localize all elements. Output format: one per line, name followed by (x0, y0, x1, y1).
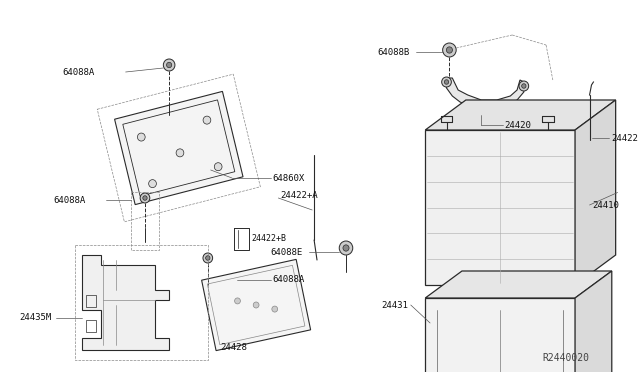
Text: 24410: 24410 (593, 201, 620, 209)
Circle shape (522, 84, 526, 88)
Text: 64088A: 64088A (53, 196, 85, 205)
Circle shape (446, 47, 452, 53)
Bar (86, 320, 96, 332)
Text: 64088B: 64088B (377, 48, 409, 57)
Circle shape (143, 196, 147, 200)
Text: 24428: 24428 (220, 343, 247, 353)
Circle shape (519, 81, 529, 91)
Circle shape (253, 302, 259, 308)
Circle shape (176, 149, 184, 157)
Polygon shape (425, 271, 612, 298)
Polygon shape (425, 100, 616, 130)
Circle shape (166, 62, 172, 68)
Circle shape (203, 253, 212, 263)
Circle shape (444, 80, 449, 84)
Text: 24422: 24422 (612, 134, 639, 142)
Polygon shape (425, 298, 575, 372)
Polygon shape (575, 271, 612, 372)
Circle shape (138, 133, 145, 141)
Circle shape (148, 180, 156, 187)
Text: 24420: 24420 (504, 121, 531, 129)
Circle shape (140, 193, 150, 203)
Polygon shape (425, 130, 575, 285)
Circle shape (214, 163, 222, 171)
Text: 24422+B: 24422+B (252, 234, 286, 243)
Polygon shape (115, 92, 243, 205)
Polygon shape (82, 255, 169, 350)
Polygon shape (202, 259, 310, 350)
Circle shape (235, 298, 241, 304)
Circle shape (442, 77, 451, 87)
Circle shape (203, 116, 211, 124)
Text: 24422+A: 24422+A (280, 190, 318, 199)
Bar (86, 295, 96, 307)
Circle shape (163, 59, 175, 71)
Circle shape (272, 306, 278, 312)
Text: 24435M: 24435M (19, 314, 52, 323)
Circle shape (339, 241, 353, 255)
Text: R2440020: R2440020 (543, 353, 589, 363)
Polygon shape (575, 100, 616, 285)
Text: 24431: 24431 (382, 301, 408, 310)
Text: 64860X: 64860X (273, 173, 305, 183)
Circle shape (443, 43, 456, 57)
Text: 64088A: 64088A (63, 67, 95, 77)
Text: 64088A: 64088A (273, 276, 305, 285)
Text: 64088E: 64088E (271, 247, 303, 257)
Polygon shape (445, 78, 524, 110)
Circle shape (205, 256, 210, 260)
Circle shape (343, 245, 349, 251)
